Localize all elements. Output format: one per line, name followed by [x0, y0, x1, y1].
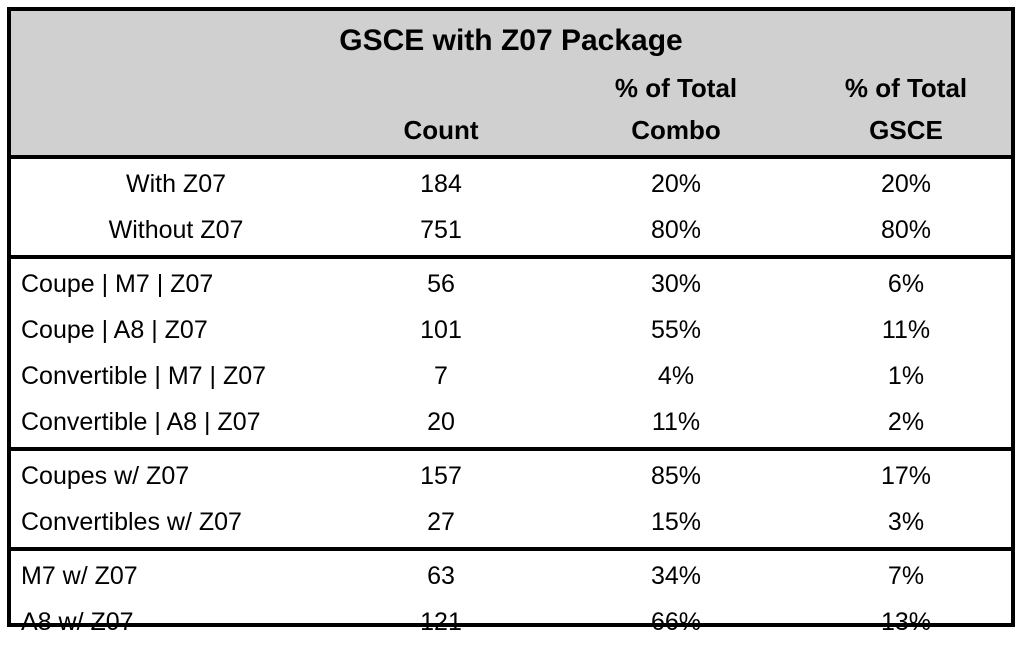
- count-cell: 20: [427, 408, 455, 436]
- column-header-pct-combo-line-2: Combo: [631, 115, 721, 145]
- pct-combo-cell: 15%: [650, 508, 702, 536]
- pct-combo-cell: 80%: [650, 216, 702, 244]
- count-cell: 63: [427, 562, 455, 590]
- row-label: A8 w/ Z07: [21, 608, 134, 636]
- pct-combo-cell: 30%: [650, 270, 702, 298]
- column-header-pct-gsce-line-1: % of Total: [844, 73, 968, 103]
- count-cell: 7: [434, 362, 448, 390]
- table-row: A8 w/ Z07 121 66% 13%: [11, 599, 1011, 645]
- column-header-pct-gsce: % of Total GSCE: [801, 67, 1011, 151]
- pct-combo-cell: 85%: [650, 462, 702, 490]
- pct-gsce-cell: 20%: [880, 170, 932, 198]
- row-label: With Z07: [125, 170, 227, 198]
- table-row: Convertibles w/ Z07 27 15% 3%: [11, 499, 1011, 545]
- count-cell: 751: [420, 216, 462, 244]
- row-label: Convertibles w/ Z07: [21, 508, 242, 536]
- group-separator: [11, 255, 1011, 259]
- table-row: Without Z07 751 80% 80%: [11, 207, 1011, 253]
- column-header-pct-gsce-line-2: GSCE: [869, 115, 943, 145]
- table-row: M7 w/ Z07 63 34% 7%: [11, 553, 1011, 599]
- row-label: Without Z07: [108, 216, 244, 244]
- count-cell: 157: [420, 462, 462, 490]
- pct-combo-cell: 11%: [651, 408, 701, 436]
- pct-gsce-cell: 13%: [880, 608, 932, 636]
- row-label: Coupe | M7 | Z07: [21, 270, 214, 298]
- pct-gsce-cell: 3%: [887, 508, 925, 536]
- column-header-count-line-1: [341, 67, 541, 109]
- column-header-pct-combo-line-1: % of Total: [614, 73, 738, 103]
- data-table: GSCE with Z07 Package Count % of Total C…: [7, 7, 1015, 636]
- pct-gsce-cell: 7%: [887, 562, 925, 590]
- group-separator: [11, 447, 1011, 451]
- table-row: Coupes w/ Z07 157 85% 17%: [11, 453, 1011, 499]
- count-cell: 27: [427, 508, 455, 536]
- row-label: M7 w/ Z07: [21, 562, 138, 590]
- column-header-count-line-2: Count: [403, 115, 479, 145]
- pct-gsce-cell: 17%: [880, 462, 932, 490]
- pct-combo-cell: 66%: [650, 608, 702, 636]
- count-cell: 56: [427, 270, 455, 298]
- table-row: With Z07 184 20% 20%: [11, 161, 1011, 207]
- table-row: Convertible | M7 | Z07 7 4% 1%: [11, 353, 1011, 399]
- pct-gsce-cell: 11%: [881, 316, 931, 344]
- count-cell: 101: [420, 316, 462, 344]
- pct-combo-cell: 4%: [657, 362, 695, 390]
- table-row: Coupe | M7 | Z07 56 30% 6%: [11, 261, 1011, 307]
- pct-gsce-cell: 1%: [887, 362, 925, 390]
- row-label: Convertible | A8 | Z07: [21, 408, 261, 436]
- column-header-count: Count: [341, 67, 541, 151]
- pct-combo-cell: 55%: [650, 316, 702, 344]
- table-title: GSCE with Z07 Package: [339, 24, 683, 57]
- pct-combo-cell: 34%: [650, 562, 702, 590]
- group-separator: [11, 547, 1011, 551]
- table-row: Coupe | A8 | Z07 101 55% 11%: [11, 307, 1011, 353]
- pct-combo-cell: 20%: [650, 170, 702, 198]
- pct-gsce-cell: 80%: [880, 216, 932, 244]
- count-cell: 184: [420, 170, 462, 198]
- pct-gsce-cell: 2%: [887, 408, 925, 436]
- column-header-pct-combo: % of Total Combo: [571, 67, 781, 151]
- table-header: GSCE with Z07 Package Count % of Total C…: [11, 11, 1011, 159]
- row-label: Coupe | A8 | Z07: [21, 316, 208, 344]
- count-cell: 121: [420, 608, 462, 636]
- pct-gsce-cell: 6%: [887, 270, 925, 298]
- table-row: Convertible | A8 | Z07 20 11% 2%: [11, 399, 1011, 445]
- row-label: Convertible | M7 | Z07: [21, 362, 267, 390]
- row-label: Coupes w/ Z07: [21, 462, 190, 490]
